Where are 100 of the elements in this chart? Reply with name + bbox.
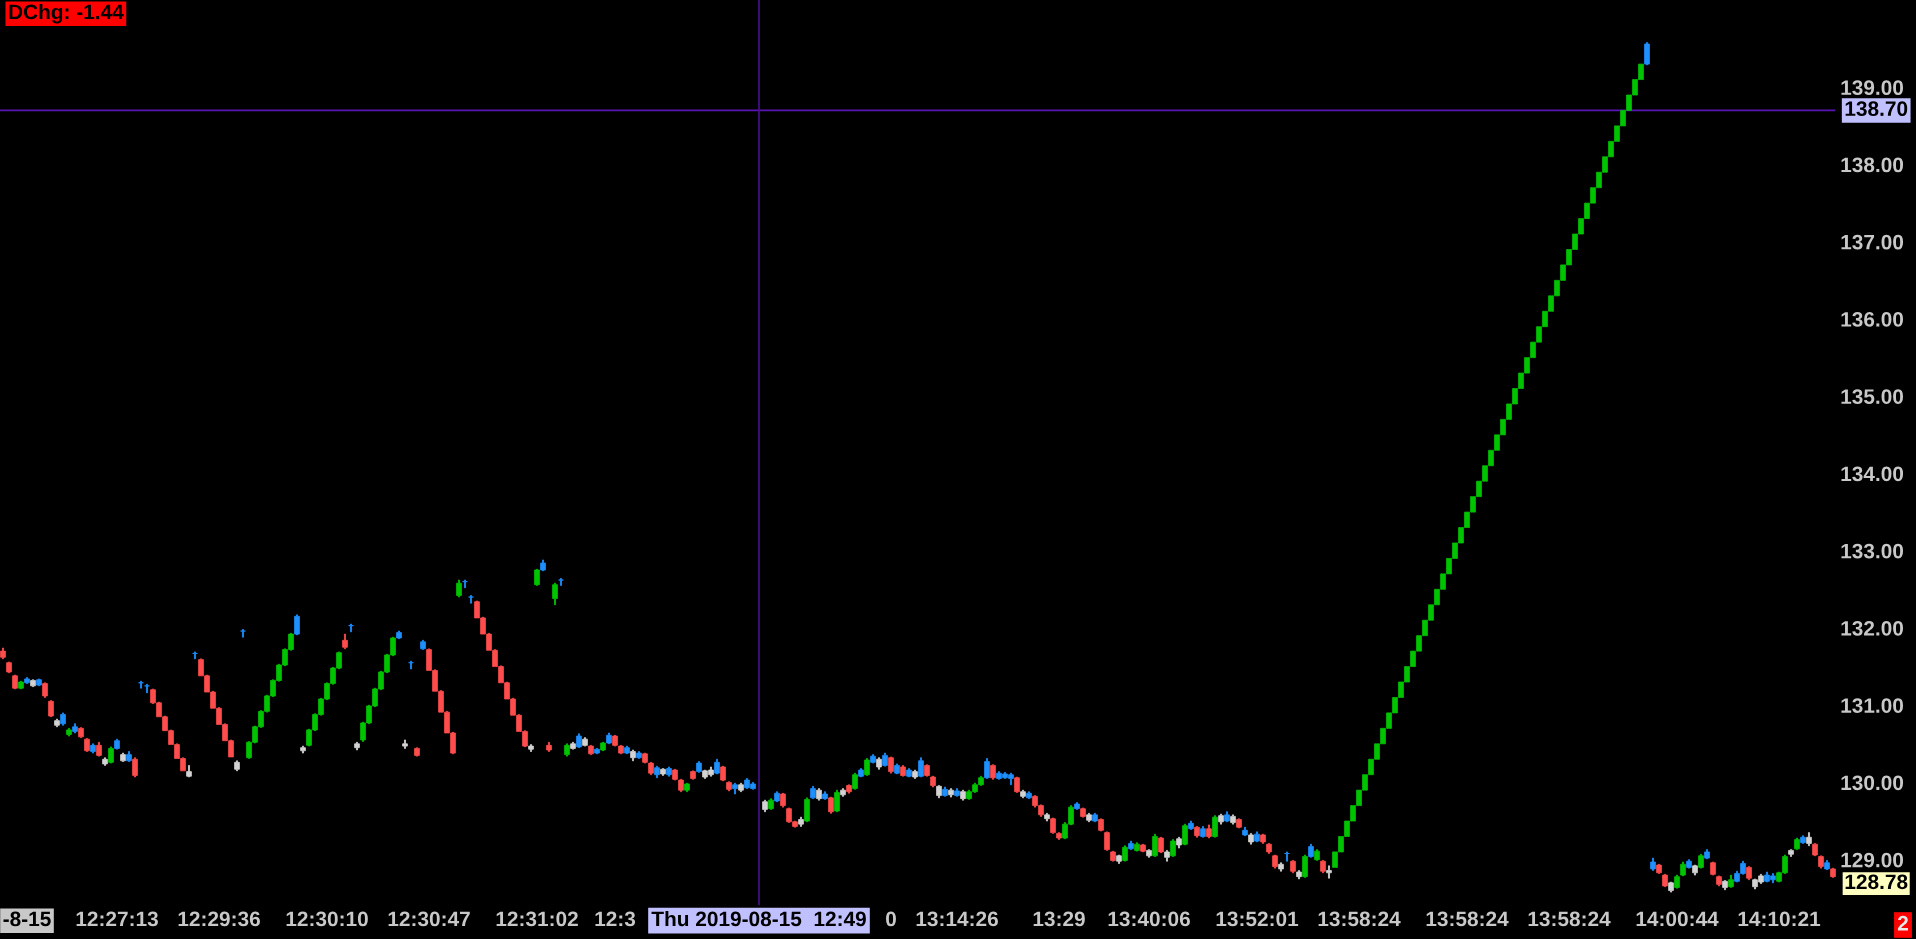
candlestick	[1656, 863, 1662, 874]
candlestick	[456, 579, 462, 598]
candlestick	[1290, 860, 1296, 874]
x-tick-label: Thu 2019-08-15 12:49	[651, 911, 866, 927]
candlestick	[876, 757, 882, 770]
candlestick	[414, 747, 420, 757]
candlestick	[588, 744, 594, 756]
candlestick	[1824, 860, 1830, 871]
candlestick	[732, 782, 738, 795]
candlestick	[408, 660, 414, 670]
candlestick	[468, 595, 474, 604]
candlestick	[666, 766, 672, 777]
candlestick	[1830, 867, 1836, 878]
candlestick	[1152, 833, 1158, 857]
candlestick	[720, 765, 726, 782]
y-tick-label: 136.00	[1841, 311, 1904, 327]
candlestick	[108, 746, 114, 764]
y-tick-label: 137.00	[1841, 234, 1904, 250]
candlestick	[1296, 870, 1302, 880]
x-tick-label: 13:52:01	[1216, 911, 1299, 927]
candlestick	[1044, 812, 1050, 822]
candlestick	[1248, 832, 1254, 845]
candlestick	[948, 788, 954, 798]
y-tick-label: 139.00	[1841, 80, 1904, 96]
candlestick	[1242, 826, 1248, 837]
candlestick	[126, 751, 132, 762]
candlestick	[924, 764, 930, 777]
candlestick	[402, 739, 408, 749]
x-tick-label: 12:3	[595, 911, 636, 927]
candlestick	[918, 757, 924, 778]
candlestick	[660, 768, 666, 776]
candlestick	[1812, 843, 1818, 857]
x-tick-label: -8-15	[3, 911, 51, 927]
candlestick	[690, 770, 696, 780]
candlestick	[774, 791, 780, 803]
candlestick	[900, 765, 906, 777]
x-tick-label: 14:00:44	[1636, 911, 1719, 927]
y-tick-label: 134.00	[1841, 466, 1904, 482]
candlestick	[552, 582, 558, 606]
x-tick-label: 13:14:26	[916, 911, 998, 927]
candlestick	[912, 769, 918, 779]
candlestick	[882, 752, 888, 767]
candlestick	[348, 623, 354, 633]
x-tick-label: 12:27:13	[76, 911, 158, 927]
candlestick	[1314, 849, 1320, 861]
candlestick	[1176, 836, 1182, 849]
candlestick	[810, 785, 816, 800]
candlestick	[576, 733, 582, 749]
x-tick-label: 12:30:47	[388, 911, 470, 927]
candlestick	[1110, 850, 1116, 862]
candlestick	[132, 757, 138, 778]
candlestick	[1170, 839, 1176, 857]
candlestick	[1188, 820, 1194, 830]
candlestick	[1224, 811, 1230, 823]
candlestick	[1050, 817, 1056, 834]
candlestick	[738, 782, 744, 793]
candlestick	[942, 786, 948, 797]
candlestick	[48, 700, 54, 718]
candlestick	[1074, 802, 1080, 810]
candlestick	[234, 760, 240, 772]
candlestick	[30, 679, 36, 688]
candlestick	[120, 752, 126, 762]
candlestick	[1794, 837, 1800, 851]
candlestick	[1704, 849, 1710, 860]
annotation: DChg: -1.44	[9, 4, 124, 24]
candlestick	[1122, 845, 1128, 862]
candlestick	[1182, 823, 1188, 846]
candlestick	[1650, 857, 1656, 871]
candlestick	[294, 614, 300, 636]
candlestick	[300, 745, 306, 754]
candlestick	[84, 737, 90, 752]
candlestick	[138, 680, 144, 689]
candlestick	[42, 682, 48, 698]
x-tick-label: 13:58:24	[1318, 911, 1401, 927]
candlestick	[1326, 865, 1332, 879]
candlestick	[1218, 813, 1224, 825]
candlestick	[960, 789, 966, 801]
x-tick-label: 14:10:21	[1738, 911, 1821, 927]
text: 2	[1897, 915, 1908, 931]
candlestick	[1674, 874, 1680, 889]
candlestick	[1260, 833, 1266, 844]
candlestick	[1230, 814, 1236, 825]
candlestick	[96, 741, 102, 757]
candlestick	[1266, 843, 1272, 854]
x-tick-label: 13:58:24	[1426, 911, 1509, 927]
candlestick	[858, 768, 864, 778]
candlestick	[888, 756, 894, 774]
candlestick	[696, 761, 702, 773]
candlestick	[852, 772, 858, 790]
candlestick	[768, 798, 774, 810]
candlestick	[582, 737, 588, 747]
candlestick	[984, 758, 990, 779]
candlestick	[804, 797, 810, 823]
candlestick	[600, 741, 606, 752]
candlestick	[1206, 824, 1212, 839]
candlestick	[846, 784, 852, 794]
candlestick	[780, 792, 786, 808]
candlestick	[1056, 832, 1062, 840]
candlestick	[1302, 854, 1308, 878]
candlestick	[930, 775, 936, 788]
